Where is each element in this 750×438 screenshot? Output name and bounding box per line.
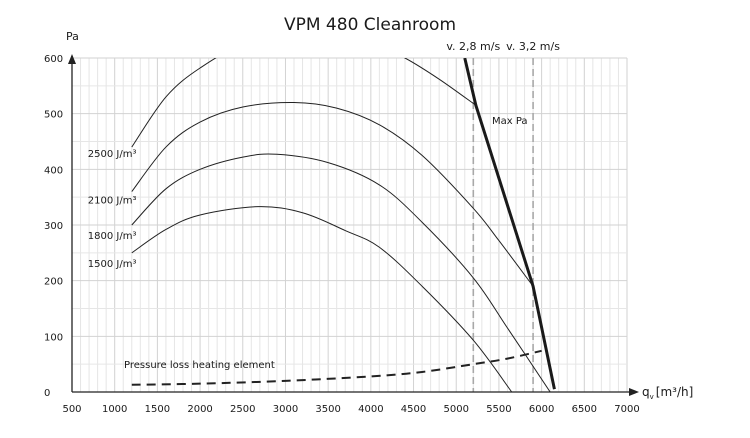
x-tick-label: 7000 <box>614 404 639 415</box>
y-tick-label: 300 <box>44 221 63 232</box>
axes <box>68 54 639 396</box>
x-tick-label: 4000 <box>358 404 383 415</box>
y-tick-label: 500 <box>44 110 63 121</box>
x-tick-label: 2500 <box>230 404 255 415</box>
x-tick-label: 500 <box>62 404 81 415</box>
x-tick-label: 3500 <box>315 404 340 415</box>
y-tick-label: 600 <box>44 54 63 65</box>
y-tick-label: 200 <box>44 277 63 288</box>
curve-label: 1800 J/m³ <box>88 231 137 242</box>
pressure-loss-label: Pressure loss heating element <box>124 360 275 371</box>
x-axis-label: qv [m³/h] <box>642 385 693 401</box>
chart-title: VPM 480 Cleanroom <box>284 15 456 35</box>
x-tick-label: 2000 <box>187 404 212 415</box>
curves <box>131 58 556 392</box>
x-tick-label: 5500 <box>486 404 511 415</box>
y-tick-label: 0 <box>44 388 50 399</box>
y-tick-label: 400 <box>44 165 63 176</box>
max-pa-label: Max Pa <box>492 116 528 127</box>
x-tick-label: 4500 <box>401 404 426 415</box>
fan-curve-1500 <box>131 206 513 392</box>
x-tick-label: 5000 <box>444 404 469 415</box>
max-pa-line <box>463 58 556 390</box>
y-tick-label: 100 <box>44 332 63 343</box>
x-tick-label: 6000 <box>529 404 554 415</box>
y-axis-arrow-icon <box>68 54 76 64</box>
y-axis-label: Pa <box>66 30 79 43</box>
velocity-label: v. 3,2 m/s <box>506 40 560 53</box>
x-tick-label: 1500 <box>145 404 170 415</box>
x-tick-label: 1000 <box>102 404 127 415</box>
x-axis-arrow-icon <box>629 388 639 396</box>
curve-label: 2500 J/m³ <box>88 149 137 160</box>
x-tick-label: 6500 <box>572 404 597 415</box>
fan-curve-2100 <box>131 102 534 287</box>
fan-curve-2500 <box>131 58 477 148</box>
velocity-label: v. 2,8 m/s <box>446 40 500 53</box>
curve-label: 1500 J/m³ <box>88 259 137 270</box>
x-tick-label: 3000 <box>273 404 298 415</box>
curve-label: 2100 J/m³ <box>88 196 137 207</box>
fan-curve-1800 <box>131 153 551 392</box>
